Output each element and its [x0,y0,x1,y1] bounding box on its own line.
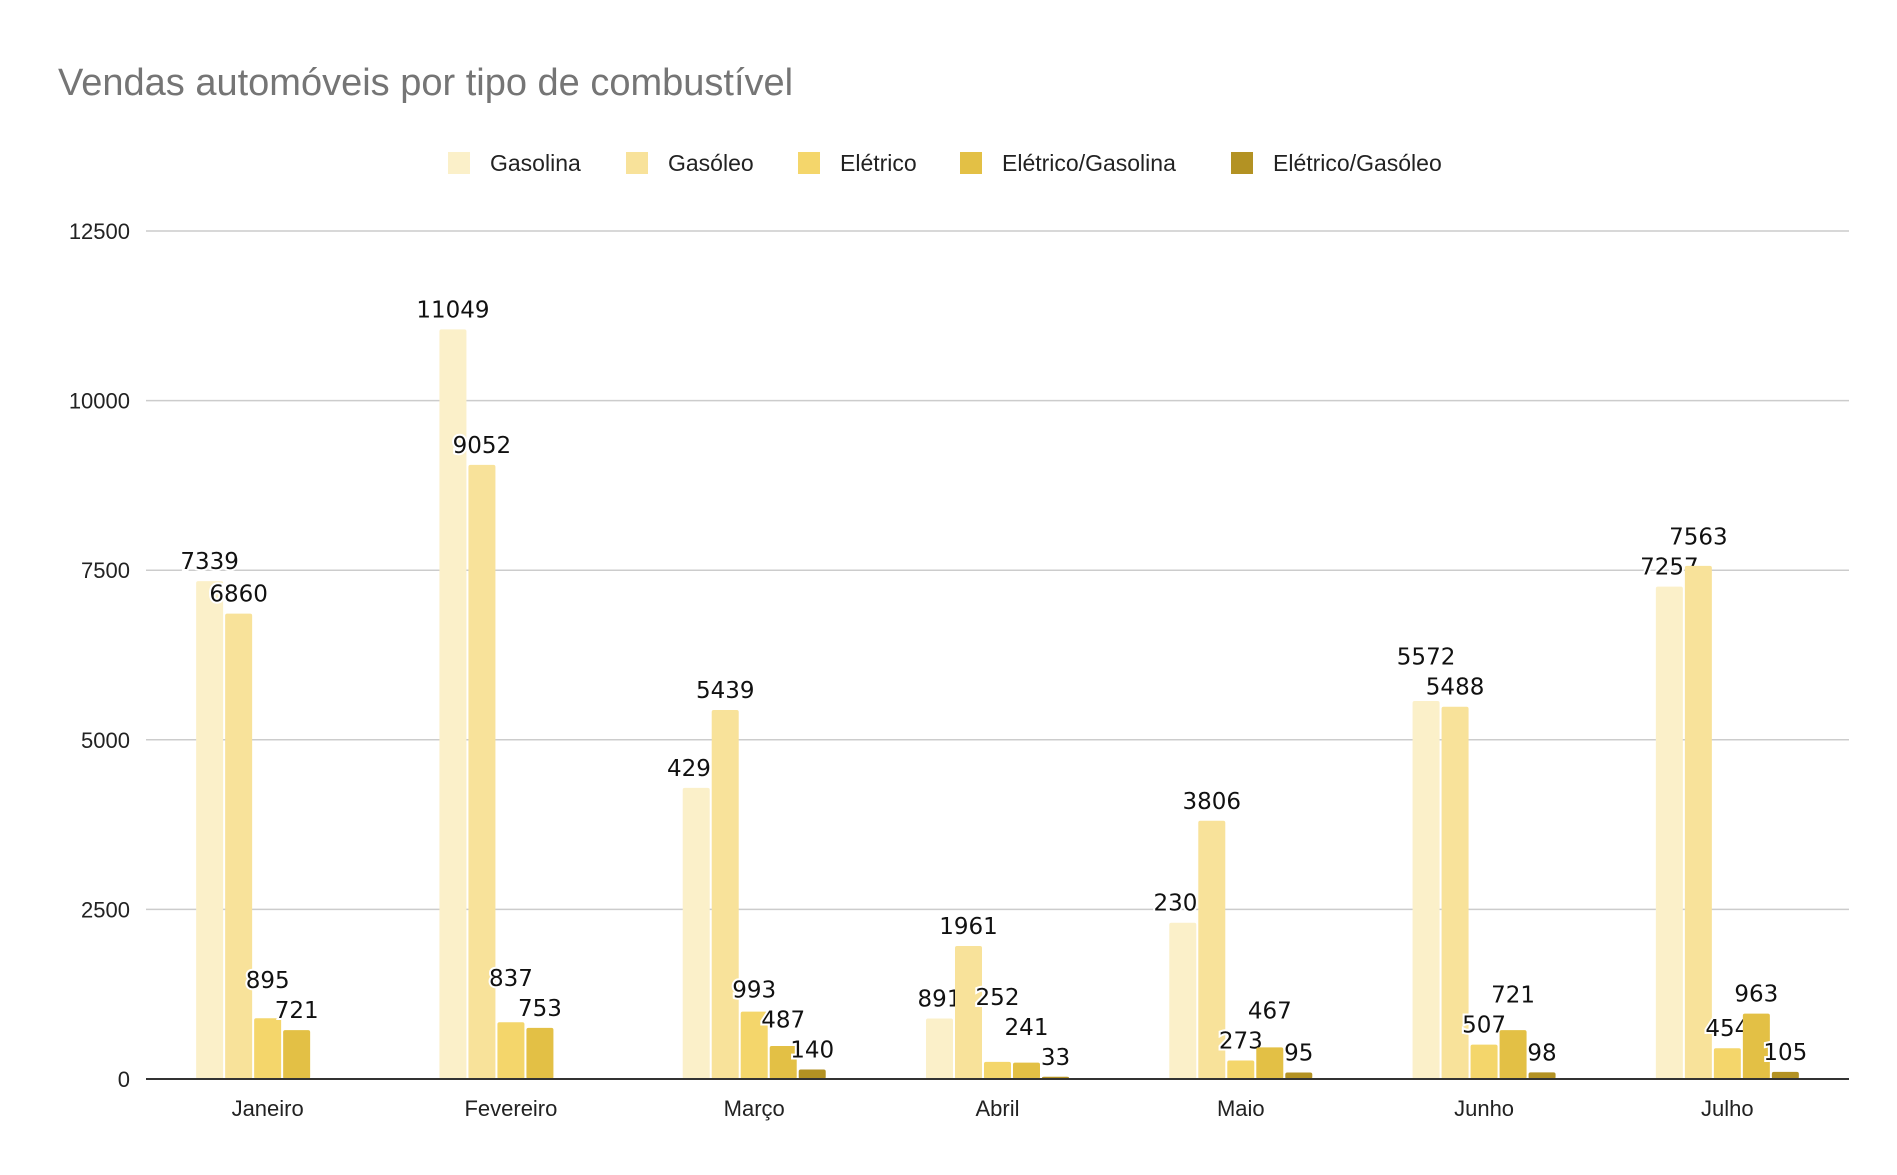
bar [1655,586,1683,1079]
bar [225,613,253,1079]
data-label: 487 [761,1008,805,1034]
bar [497,1022,525,1079]
data-label: 5488 [1426,675,1485,701]
bar [439,329,467,1079]
data-label: 3806 [1183,789,1242,815]
bar [1256,1047,1284,1079]
data-label: 5439 [696,678,755,704]
legend-swatch [448,152,470,174]
bar [1412,700,1440,1079]
bar [1227,1060,1255,1079]
bar [1499,1030,1527,1079]
y-tick-label: 2500 [81,897,130,922]
legend-label: Elétrico/Gasolina [1002,150,1176,176]
bar [1169,922,1197,1079]
legend-label: Elétrico [840,150,917,176]
bar [1742,1013,1770,1079]
bar [740,1011,768,1079]
data-label: 753 [518,996,562,1022]
y-tick-label: 10000 [69,389,130,414]
legend-label: Gasolina [490,150,581,176]
x-tick-label: Maio [1217,1096,1265,1121]
legend-swatch [798,152,820,174]
x-tick-label: Junho [1454,1096,1514,1121]
legend-swatch [1231,152,1253,174]
legend-label: Gasóleo [668,150,754,176]
x-tick-label: Abril [975,1096,1019,1121]
bar [468,464,496,1079]
data-label: 454 [1705,1016,1749,1042]
x-tick-label: Janeiro [232,1096,304,1121]
x-tick-label: Julho [1701,1096,1754,1121]
data-label: 273 [1219,1028,1263,1054]
bar [798,1069,826,1079]
data-label: 95 [1284,1041,1313,1067]
data-label: 507 [1462,1013,1506,1039]
data-label: 241 [1005,1015,1049,1041]
bar [1441,706,1469,1079]
data-label: 105 [1763,1040,1807,1066]
bar [526,1027,554,1079]
bar [1470,1044,1498,1079]
bar [682,787,710,1079]
data-label: 7339 [180,549,239,575]
bar [283,1030,311,1079]
bar [254,1018,282,1079]
data-label: 11049 [416,297,489,323]
data-label: 963 [1734,982,1778,1008]
legend-label: Elétrico/Gasóleo [1273,150,1442,176]
data-label: 721 [275,998,319,1024]
chart-title: Vendas automóveis por tipo de combustíve… [58,62,794,104]
x-tick-label: Fevereiro [464,1096,557,1121]
bar [1013,1062,1040,1079]
legend-swatch [960,152,982,174]
bar [1198,820,1226,1079]
data-label: 9052 [453,433,512,459]
data-label: 1961 [939,914,998,940]
bar [1285,1072,1313,1079]
bar [984,1061,1011,1079]
data-label: 33 [1041,1045,1070,1071]
bar [769,1045,797,1079]
data-label: 895 [246,968,290,994]
bar [926,1018,953,1079]
data-label: 7563 [1669,525,1728,551]
bar [1684,565,1712,1079]
bar [1771,1071,1799,1079]
data-label: 5572 [1397,645,1456,671]
data-label: 993 [732,978,776,1004]
data-label: 837 [489,966,533,992]
bar [955,945,982,1079]
data-label: 891 [918,987,962,1013]
bar [196,581,224,1079]
data-label: 6860 [209,582,268,608]
y-tick-label: 5000 [81,728,130,753]
y-tick-label: 7500 [81,558,130,583]
data-label: 98 [1527,1040,1556,1066]
bar [711,710,739,1079]
y-tick-label: 0 [118,1067,130,1092]
bar [1528,1072,1556,1079]
legend-swatch [626,152,648,174]
data-label: 252 [976,985,1020,1011]
data-label: 721 [1491,983,1535,1009]
data-label: 140 [790,1038,834,1064]
bar [1713,1048,1741,1079]
y-tick-label: 12500 [69,219,130,244]
data-label: 467 [1248,998,1292,1024]
x-tick-label: Março [724,1096,785,1121]
